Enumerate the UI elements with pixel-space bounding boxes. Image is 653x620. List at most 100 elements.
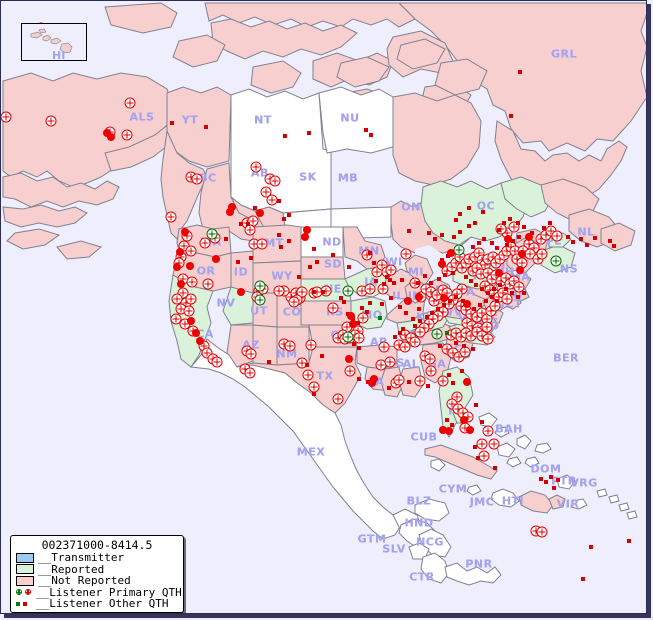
listener-primary-qth-marker (344, 365, 356, 377)
listener-cluster-marker (447, 249, 455, 257)
listener-primary-qth-marker (501, 293, 513, 305)
legend-item-4: __Listener Other QTH (16, 598, 183, 610)
listener-other-qth-marker (388, 278, 392, 282)
listener-cluster-marker (212, 255, 220, 263)
listener-other-qth-marker (579, 237, 583, 241)
listener-primary-qth-marker (424, 353, 436, 365)
listener-other-qth-marker (430, 311, 434, 315)
listener-other-qth-marker (458, 212, 462, 216)
listener-cluster-marker (107, 133, 115, 141)
listener-other-qth-marker (287, 213, 291, 217)
listener-other-qth-marker (473, 445, 477, 449)
listener-other-qth-marker (556, 478, 560, 482)
listener-primary-qth-marker (288, 296, 300, 308)
listener-other-qth-marker (357, 346, 361, 350)
listener-other-qth-marker (429, 281, 433, 285)
listener-other-qth-marker (502, 221, 506, 225)
listener-other-qth-marker (438, 344, 442, 348)
listener-primary-qth-marker (284, 340, 296, 352)
listener-primary-qth-marker (476, 438, 488, 450)
listener-other-qth-marker (339, 296, 343, 300)
listener-cluster-marker (349, 320, 357, 328)
listener-other-qth-marker (480, 287, 484, 291)
legend-square-pair-icon (16, 601, 32, 606)
listener-primary-qth-marker (353, 332, 365, 344)
listener-other-qth-marker (542, 226, 546, 230)
listener-primary-qth-marker (245, 348, 257, 360)
listener-other-qth-marker (493, 466, 497, 470)
listener-primary-qth-marker (186, 276, 198, 288)
listener-other-qth-marker (454, 341, 458, 345)
listener-other-qth-marker (469, 279, 473, 283)
listener-other-qth-marker (357, 377, 361, 381)
listener-other-qth-marker (321, 290, 325, 294)
listener-other-qth-marker (320, 354, 324, 358)
listener-cluster-marker (186, 262, 194, 270)
listener-other-qth-marker (277, 233, 281, 237)
listener-other-qth-marker (426, 384, 430, 388)
listener-other-qth-marker (549, 475, 553, 479)
legend-item-3: __Listener Primary QTH (16, 587, 183, 599)
listener-cluster-marker (404, 297, 412, 305)
listener-other-qth-marker (436, 307, 440, 311)
listener-cluster-marker (177, 280, 185, 288)
listener-other-qth-marker (448, 299, 452, 303)
listener-other-qth-marker (246, 222, 250, 226)
listener-other-qth-marker (504, 287, 508, 291)
listener-cluster-marker (347, 312, 355, 320)
listener-cluster-marker (504, 235, 512, 243)
listener-other-qth-marker (471, 245, 475, 249)
listener-primary-qth-marker-green (254, 280, 266, 292)
listener-primary-qth-marker (165, 211, 177, 223)
listener-cluster-marker (525, 233, 533, 241)
listener-other-qth-marker (393, 335, 397, 339)
listener-primary-qth-marker (302, 369, 314, 381)
listener-other-qth-marker (585, 243, 589, 247)
listener-other-qth-marker-green (378, 316, 382, 320)
listener-other-qth-marker (347, 265, 351, 269)
listener-cluster-marker (463, 300, 471, 308)
legend-item-label: __Listener Other QTH (36, 597, 169, 611)
listener-primary-qth-marker (121, 129, 133, 141)
listener-other-qth-marker (474, 403, 478, 407)
listener-primary-qth-marker (357, 312, 369, 324)
listener-other-qth-marker (398, 305, 402, 309)
listener-other-qth-marker (476, 456, 480, 460)
listener-other-qth-marker (478, 303, 482, 307)
listener-other-qth-marker (544, 480, 548, 484)
listener-cluster-marker (368, 379, 376, 387)
listener-other-qth-marker (356, 321, 360, 325)
listener-other-qth-marker (413, 324, 417, 328)
listener-other-qth-marker (452, 235, 456, 239)
listener-other-qth-marker (440, 233, 444, 237)
listener-primary-qth-marker-green (206, 228, 218, 240)
listener-other-qth-marker (312, 290, 316, 294)
listener-cluster-marker (460, 416, 468, 424)
legend-box: 002371000-8414.5 __Transmitter __Reported… (10, 535, 184, 613)
listener-primary-qth-marker-green (342, 331, 354, 343)
listener-primary-qth-marker (124, 97, 136, 109)
listener-other-qth-marker (467, 224, 471, 228)
listener-other-qth-marker (442, 303, 446, 307)
listener-other-qth-marker (423, 274, 427, 278)
listener-cluster-marker (301, 233, 309, 241)
listener-other-qth-marker (481, 210, 485, 214)
listener-primary-qth-marker-green (431, 328, 443, 340)
listener-other-qth-marker (307, 131, 311, 135)
listener-primary-qth-marker (202, 278, 214, 290)
listener-other-qth-marker (530, 231, 534, 235)
listener-cluster-marker (176, 248, 184, 256)
listener-primary-qth-marker (409, 277, 421, 289)
listener-other-qth-marker (498, 283, 502, 287)
listener-other-qth-marker (495, 299, 499, 303)
legend-item-1: __Reported (16, 564, 183, 576)
listener-primary-qth-marker (399, 341, 411, 353)
listener-cluster-marker (192, 329, 200, 337)
listener-primary-qth-marker (308, 381, 320, 393)
listener-other-qth-marker (283, 134, 287, 138)
listener-cluster-marker (173, 263, 181, 271)
listener-primary-qth-marker (199, 237, 211, 249)
legend-circle-pair-icon (16, 589, 32, 596)
listener-cluster-marker (495, 269, 503, 277)
listener-other-qth-marker (364, 128, 368, 132)
